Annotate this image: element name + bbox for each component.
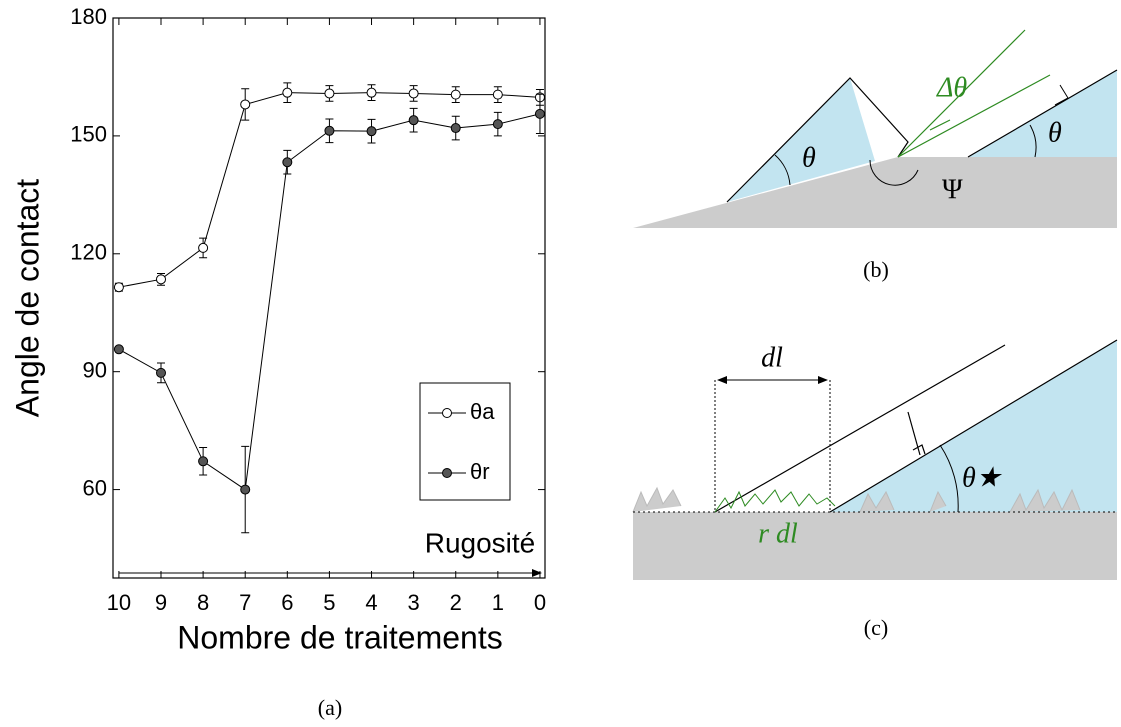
point (535, 109, 544, 118)
y-tick-label: 150 (70, 122, 107, 147)
x-tick-label: 2 (450, 590, 462, 615)
point (409, 89, 418, 98)
x-tick-label: 0 (534, 590, 546, 615)
label: Ψ (942, 174, 963, 205)
point (493, 120, 502, 129)
label: θ (802, 142, 816, 173)
label: θ★ (962, 462, 1003, 493)
point (241, 100, 250, 109)
annotation: Rugosité (425, 527, 536, 558)
point (367, 127, 376, 136)
point (283, 88, 292, 97)
y-tick-label: 90 (83, 357, 107, 382)
point (409, 116, 418, 125)
x-tick-label: 1 (492, 590, 504, 615)
y-tick-label: 60 (83, 475, 107, 500)
y-tick-label: 180 (70, 4, 107, 29)
panel-label: (a) (318, 695, 342, 720)
x-axis-label: Nombre de traitements (177, 619, 502, 655)
point (367, 88, 376, 97)
label: dl (761, 342, 783, 373)
x-tick-label: 9 (155, 590, 167, 615)
point (325, 126, 334, 135)
legend (420, 383, 510, 500)
point (114, 283, 123, 292)
ground (633, 157, 1117, 228)
point (451, 90, 460, 99)
point (114, 345, 123, 354)
x-tick-label: 5 (323, 590, 335, 615)
legend-marker (443, 469, 452, 478)
legend-label: θa (470, 399, 495, 424)
point (493, 90, 502, 99)
x-tick-label: 8 (197, 590, 209, 615)
ground (633, 512, 1117, 580)
legend-label: θr (470, 459, 490, 484)
x-tick-label: 6 (281, 590, 293, 615)
x-tick-label: 4 (365, 590, 377, 615)
y-axis-label: Angle de contact (9, 179, 45, 418)
y-tick-label: 120 (70, 240, 107, 265)
point (199, 243, 208, 252)
x-tick-label: 3 (408, 590, 420, 615)
point (451, 124, 460, 133)
point (241, 485, 250, 494)
x-tick-label: 7 (239, 590, 251, 615)
panel-label: (b) (863, 257, 889, 282)
panel-label: (c) (864, 615, 888, 640)
point (325, 89, 334, 98)
label: Δθ (936, 72, 967, 103)
legend-marker (443, 409, 452, 418)
label: θ (1048, 117, 1062, 148)
label: r dl (758, 518, 798, 549)
point (157, 275, 166, 284)
point (283, 158, 292, 167)
figure: Rugosité Nombre de traitements Angle de … (0, 0, 1121, 727)
point (157, 368, 166, 377)
x-tick-label: 10 (107, 590, 131, 615)
point (199, 457, 208, 466)
